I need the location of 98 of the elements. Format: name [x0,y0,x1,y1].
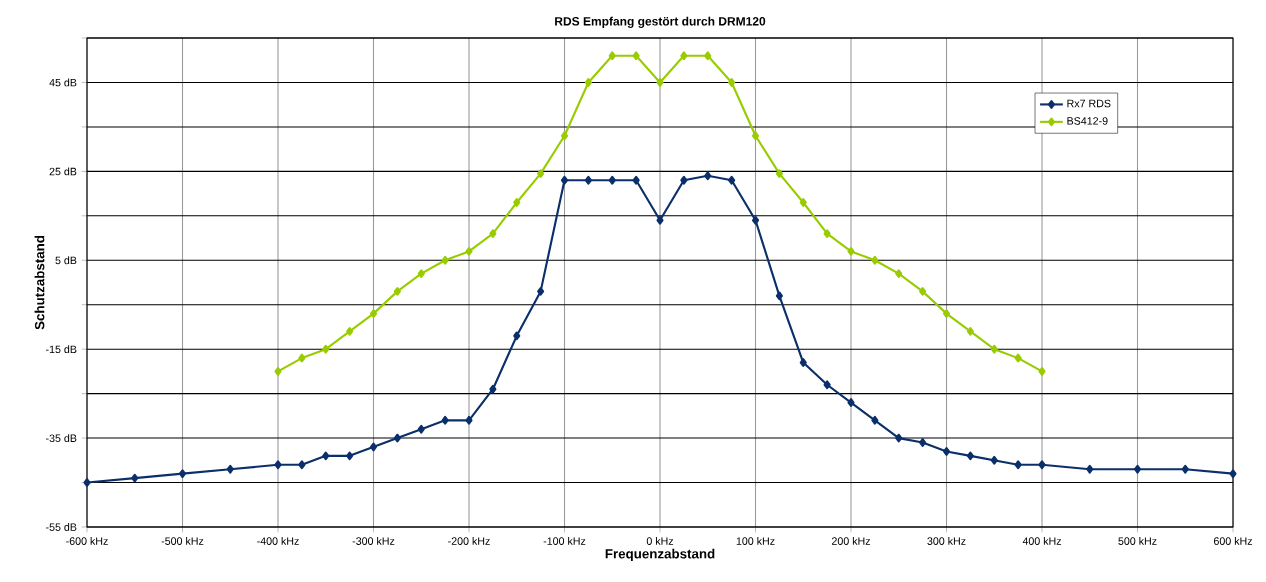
point [1086,464,1094,474]
point [656,215,664,225]
point [584,175,592,185]
point [608,175,616,185]
point [369,309,378,319]
x-tick-label: -100 kHz [543,537,586,545]
point [513,198,521,207]
point [298,460,306,470]
y-tick-label: -35 dB [46,434,77,443]
x-tick-label: 600 kHz [1213,537,1253,545]
point [704,51,712,61]
point [83,478,91,487]
point [1014,353,1022,363]
point [823,380,831,390]
point [417,269,425,279]
point [537,286,545,296]
point [728,175,736,185]
point [489,229,497,238]
point [346,451,354,461]
point [680,175,688,185]
x-tick-label: 200 kHz [831,537,871,545]
point [274,460,282,470]
point [919,438,927,447]
point [1229,469,1237,479]
point [775,169,783,178]
point [966,451,974,461]
y-tick-label: 5 dB [55,256,77,265]
x-tick-label: -300 kHz [352,537,395,545]
x-tick-label: -200 kHz [448,537,490,545]
x-tick-label: 500 kHz [1118,537,1157,545]
point [1038,460,1046,470]
point [823,229,831,238]
point [775,291,783,301]
point [895,433,903,443]
point [919,286,927,296]
point [966,327,974,336]
point [322,451,330,461]
point [1133,464,1142,474]
point [704,171,712,181]
point [847,398,855,407]
point [799,358,807,367]
point [632,51,640,61]
point [441,415,449,425]
legend-label: BS412-9 [1067,117,1108,125]
x-tick-label: 0 kHz [646,537,674,545]
point [322,344,330,354]
point [1181,464,1189,474]
point [751,215,760,225]
point [942,309,951,319]
x-tick-label: -400 kHz [257,537,299,545]
y-tick-label: 25 dB [49,167,77,176]
point [871,415,879,425]
y-tick-label: 45 dB [49,78,77,87]
chart-title: RDS Empfang gestört durch DRM120 [555,16,766,28]
x-tick-label: -500 kHz [161,537,204,545]
point [417,424,425,434]
point [871,255,879,265]
x-tick-label: 400 kHz [1022,537,1062,545]
point [226,464,234,474]
point [131,473,139,483]
point [847,246,855,256]
point [584,78,592,87]
point [178,469,187,479]
point [680,51,688,61]
point [632,175,640,185]
x-axis-title: Frequenzabstand [605,548,715,562]
point [728,78,736,87]
point [274,367,282,376]
point [489,384,497,394]
point [656,78,664,87]
point [465,415,473,425]
point [990,344,998,354]
x-tick-label: 300 kHz [927,537,966,545]
x-tick-label: -600 kHz [66,537,108,545]
point [895,269,903,279]
point [393,433,401,443]
point [298,353,306,363]
legend-label: Rx7 RDS [1067,99,1111,108]
point [942,447,951,456]
point [560,131,569,141]
point [346,327,354,336]
point [990,455,998,465]
x-tick-label: 100 kHz [736,537,775,545]
point [441,255,449,265]
point [799,198,807,207]
y-axis-title: Schutzabstand [34,235,45,330]
point [465,246,473,256]
point [751,131,760,141]
point [1038,367,1046,376]
point [608,51,616,61]
point [560,175,569,185]
point [513,331,521,341]
point [1014,460,1022,470]
y-tick-label: -15 dB [46,345,77,354]
y-tick-label: -55 dB [46,523,77,531]
point [537,169,545,178]
point [393,286,401,296]
point [369,442,378,452]
